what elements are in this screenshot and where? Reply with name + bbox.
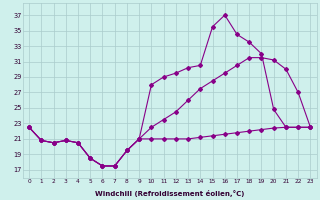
X-axis label: Windchill (Refroidissement éolien,°C): Windchill (Refroidissement éolien,°C) xyxy=(95,190,244,197)
